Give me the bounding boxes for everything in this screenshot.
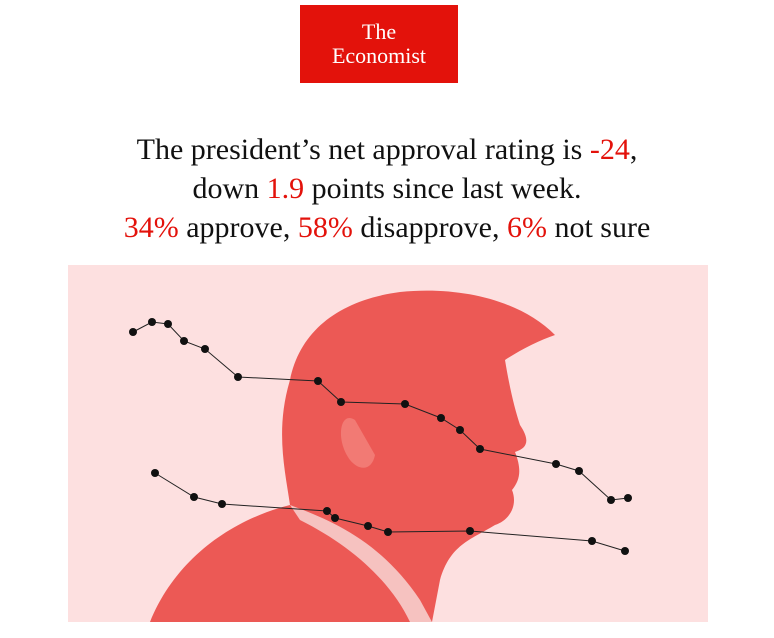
text: approve,: [186, 211, 291, 244]
highlight: 34%: [123, 211, 179, 244]
trend-line: [132, 321, 629, 501]
text: down: [192, 172, 260, 205]
dots: [129, 318, 632, 555]
collar: [290, 505, 432, 622]
logo-line: Economist: [331, 43, 427, 68]
text: The president’s net approval rating is: [136, 133, 583, 166]
highlight: -24: [589, 133, 630, 166]
text: not sure: [554, 211, 651, 244]
highlight: 1.9: [266, 172, 305, 205]
ear: [340, 418, 375, 468]
text: points since last week.: [311, 172, 582, 205]
text: disapprove,: [360, 211, 500, 244]
headline-line: 34% approve, 58% disapprove, 6% not sure: [0, 208, 774, 247]
highlight: 6%: [506, 211, 547, 244]
headline-line: The president’s net approval rating is -…: [0, 130, 774, 169]
highlight: 58%: [297, 211, 353, 244]
trend-line: [154, 472, 626, 552]
headline-line: down 1.9 points since last week.: [0, 169, 774, 208]
logo-line: The: [361, 19, 397, 44]
headline: The president’s net approval rating is -…: [0, 130, 774, 247]
logo: The Economist: [300, 5, 458, 83]
text: ,: [629, 133, 638, 166]
